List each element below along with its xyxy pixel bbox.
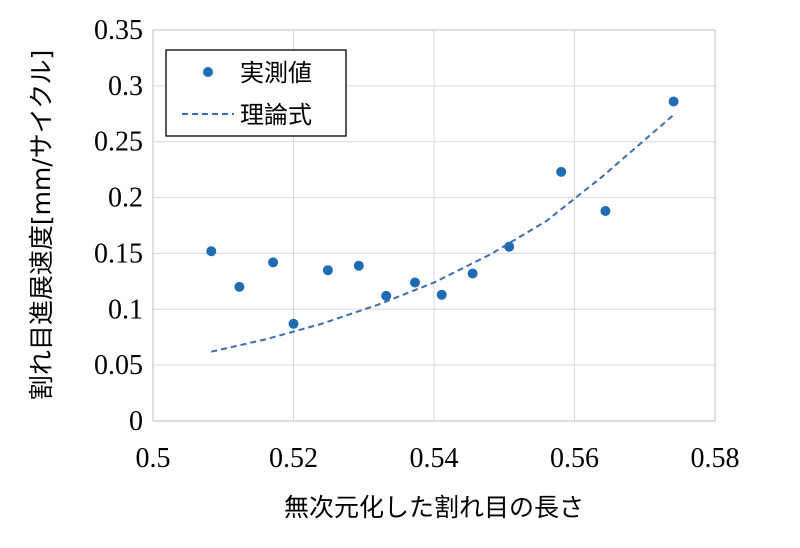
legend-marker-measured [203, 67, 213, 77]
y-tick-label: 0.3 [108, 71, 143, 102]
y-tick-label: 0 [129, 406, 143, 437]
y-tick-label: 0.35 [94, 15, 143, 46]
x-axis-title: 無次元化した割れ目の長さ [284, 493, 584, 522]
measured-point-11 [556, 166, 567, 177]
measured-point-2 [268, 257, 279, 268]
series-layer [206, 96, 679, 353]
measured-point-10 [504, 241, 515, 252]
tick-labels: 0 0.05 0.1 0.15 0.2 0.25 0.3 0.35 0.5 0.52 0.54 0.5… [94, 15, 740, 474]
measured-point-1 [234, 281, 245, 292]
x-tick-label: 0.54 [410, 443, 459, 474]
x-tick-label: 0.56 [550, 443, 599, 474]
theory-curve [211, 114, 675, 353]
measured-point-8 [436, 289, 447, 300]
legend-box [165, 49, 347, 137]
y-tick-label: 0.25 [94, 127, 143, 158]
measured-point-6 [381, 290, 392, 301]
x-tick-label: 0.58 [691, 443, 740, 474]
measured-point-4 [322, 265, 333, 276]
measured-point-7 [410, 277, 420, 288]
y-tick-label: 0.1 [108, 294, 143, 325]
y-tick-label: 0.15 [94, 238, 143, 269]
legend: 実測値 理論式 [165, 49, 347, 137]
x-tick-label: 0.5 [136, 443, 171, 474]
measured-point-13 [668, 96, 679, 107]
y-tick-label: 0.2 [108, 183, 143, 214]
measured-point-12 [600, 206, 611, 216]
y-axis-title: 割れ目進展速度[mm/サイクル] [27, 50, 56, 400]
x-tick-label: 0.52 [269, 443, 318, 474]
legend-label-measured: 実測値 [240, 59, 312, 87]
measured-point-3 [288, 318, 299, 329]
measured-point-5 [353, 260, 364, 271]
legend-label-theory: 理論式 [240, 101, 312, 129]
plot-area [152, 29, 716, 422]
y-tick-label: 0.05 [94, 350, 143, 381]
measured-point-9 [467, 268, 478, 279]
measured-point-0 [206, 246, 217, 257]
